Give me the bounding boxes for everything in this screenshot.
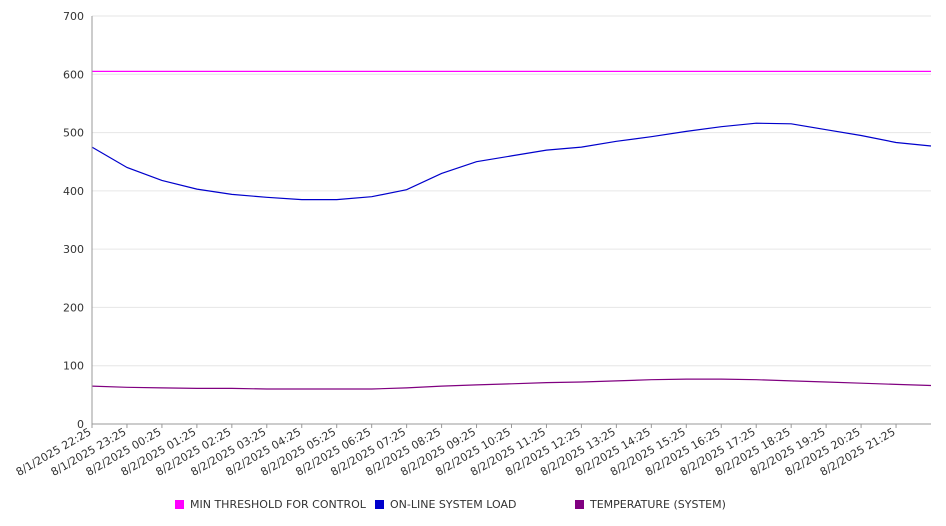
- series-line-on-line-system-load: [91, 122, 932, 201]
- y-tick-label: 300: [63, 243, 84, 256]
- legend-item-temperature: TEMPERATURE (SYSTEM): [575, 498, 726, 511]
- y-tick-labels: 0 100 200 300 400 500 600 700: [63, 10, 84, 431]
- y-tick-label: 700: [63, 10, 84, 23]
- y-tick-label: 400: [63, 185, 84, 198]
- x-tick-labels: 8/1/2025 22:258/1/2025 23:258/2/2025 00:…: [14, 425, 898, 479]
- legend-swatch-system-load: [375, 500, 384, 509]
- y-tick-label: 200: [63, 301, 84, 314]
- axes: [91, 16, 931, 428]
- legend-label-system-load: ON-LINE SYSTEM LOAD: [390, 498, 517, 511]
- gridlines: [92, 15, 931, 367]
- legend-swatch-temperature: [575, 500, 584, 509]
- y-tick-label: 0: [77, 418, 84, 431]
- legend-item-threshold: MIN THRESHOLD FOR CONTROL: [175, 498, 366, 511]
- y-tick-label: 500: [63, 127, 84, 140]
- series-lines: [91, 70, 932, 390]
- y-tick-label: 600: [63, 68, 84, 81]
- legend-label-temperature: TEMPERATURE (SYSTEM): [590, 498, 726, 511]
- legend-item-system-load: ON-LINE SYSTEM LOAD: [375, 498, 516, 511]
- series-line-temperature-system: [91, 378, 932, 390]
- legend-swatch-threshold: [175, 500, 184, 509]
- legend-label-threshold: MIN THRESHOLD FOR CONTROL: [190, 498, 366, 511]
- legend: MIN THRESHOLD FOR CONTROL ON-LINE SYSTEM…: [0, 498, 946, 514]
- y-tick-label: 100: [63, 360, 84, 373]
